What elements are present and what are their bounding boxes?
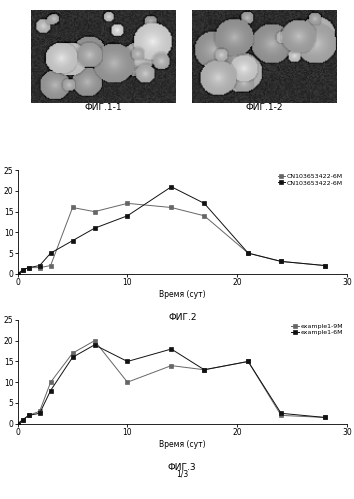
CN103653422-6M: [92, 225, 97, 231]
Text: ФИГ.1-2: ФИГ.1-2: [246, 103, 283, 112]
CN103653422-6M: [323, 262, 327, 268]
Line: example1-6M: example1-6M: [16, 343, 327, 426]
example1-9M: [323, 415, 327, 421]
CN103653422-6M: [202, 201, 206, 207]
Line: example1-9M: example1-9M: [16, 339, 327, 426]
example1-6M: [125, 358, 130, 364]
CN103653422-6M: [169, 205, 173, 211]
CN103653422-6M: [169, 184, 173, 190]
CN103653422-6M: [38, 262, 42, 268]
example1-9M: [70, 350, 75, 356]
example1-6M: [48, 388, 53, 394]
CN103653422-6M: [246, 250, 250, 256]
example1-9M: [21, 417, 25, 423]
example1-6M: [323, 415, 327, 421]
example1-9M: [27, 412, 31, 418]
example1-9M: [48, 379, 53, 385]
CN103653422-6M: [92, 209, 97, 215]
X-axis label: Время (сут): Время (сут): [159, 440, 206, 449]
example1-9M: [125, 379, 130, 385]
example1-9M: [169, 363, 173, 369]
Y-axis label: Концентрация (ng/mL): Концентрация (ng/mL): [0, 326, 1, 418]
CN103653422-6M: [48, 250, 53, 256]
CN103653422-6M: [202, 213, 206, 219]
CN103653422-6M: [125, 213, 130, 219]
Line: CN103653422-6M: CN103653422-6M: [16, 202, 327, 275]
example1-9M: [38, 408, 42, 414]
example1-6M: [38, 410, 42, 416]
CN103653422-6M: [27, 264, 31, 270]
CN103653422-6M: [323, 262, 327, 268]
example1-9M: [16, 421, 20, 427]
CN103653422-6M: [279, 258, 283, 264]
CN103653422-6M: [21, 266, 25, 272]
CN103653422-6M: [38, 264, 42, 270]
example1-6M: [202, 367, 206, 373]
CN103653422-6M: [16, 271, 20, 277]
example1-6M: [92, 342, 97, 348]
Text: ФИГ.3: ФИГ.3: [168, 463, 196, 472]
Text: 1/3: 1/3: [176, 470, 188, 479]
CN103653422-6M: [16, 271, 20, 277]
example1-6M: [16, 421, 20, 427]
Line: CN103653422-6M: CN103653422-6M: [16, 185, 327, 275]
X-axis label: Время (сут): Время (сут): [159, 290, 206, 299]
Legend: CN103653422-6M, CN103653422-6M: CN103653422-6M, CN103653422-6M: [277, 173, 344, 186]
example1-6M: [279, 410, 283, 416]
example1-6M: [21, 417, 25, 423]
Y-axis label: Концентрация (ng/mL): Концентрация (ng/mL): [0, 176, 1, 268]
Legend: example1-9M, example1-6M: example1-9M, example1-6M: [291, 323, 344, 336]
example1-6M: [27, 412, 31, 418]
CN103653422-6M: [48, 262, 53, 268]
example1-9M: [279, 412, 283, 418]
example1-6M: [70, 354, 75, 360]
example1-9M: [246, 358, 250, 364]
example1-9M: [92, 338, 97, 344]
example1-6M: [169, 346, 173, 352]
CN103653422-6M: [27, 264, 31, 270]
CN103653422-6M: [246, 250, 250, 256]
Text: ФИГ.2: ФИГ.2: [168, 313, 196, 322]
CN103653422-6M: [125, 201, 130, 207]
CN103653422-6M: [70, 205, 75, 211]
example1-9M: [202, 367, 206, 373]
CN103653422-6M: [279, 258, 283, 264]
CN103653422-6M: [21, 266, 25, 272]
CN103653422-6M: [70, 238, 75, 244]
example1-6M: [246, 358, 250, 364]
Text: ФИГ.1-1: ФИГ.1-1: [85, 103, 122, 112]
